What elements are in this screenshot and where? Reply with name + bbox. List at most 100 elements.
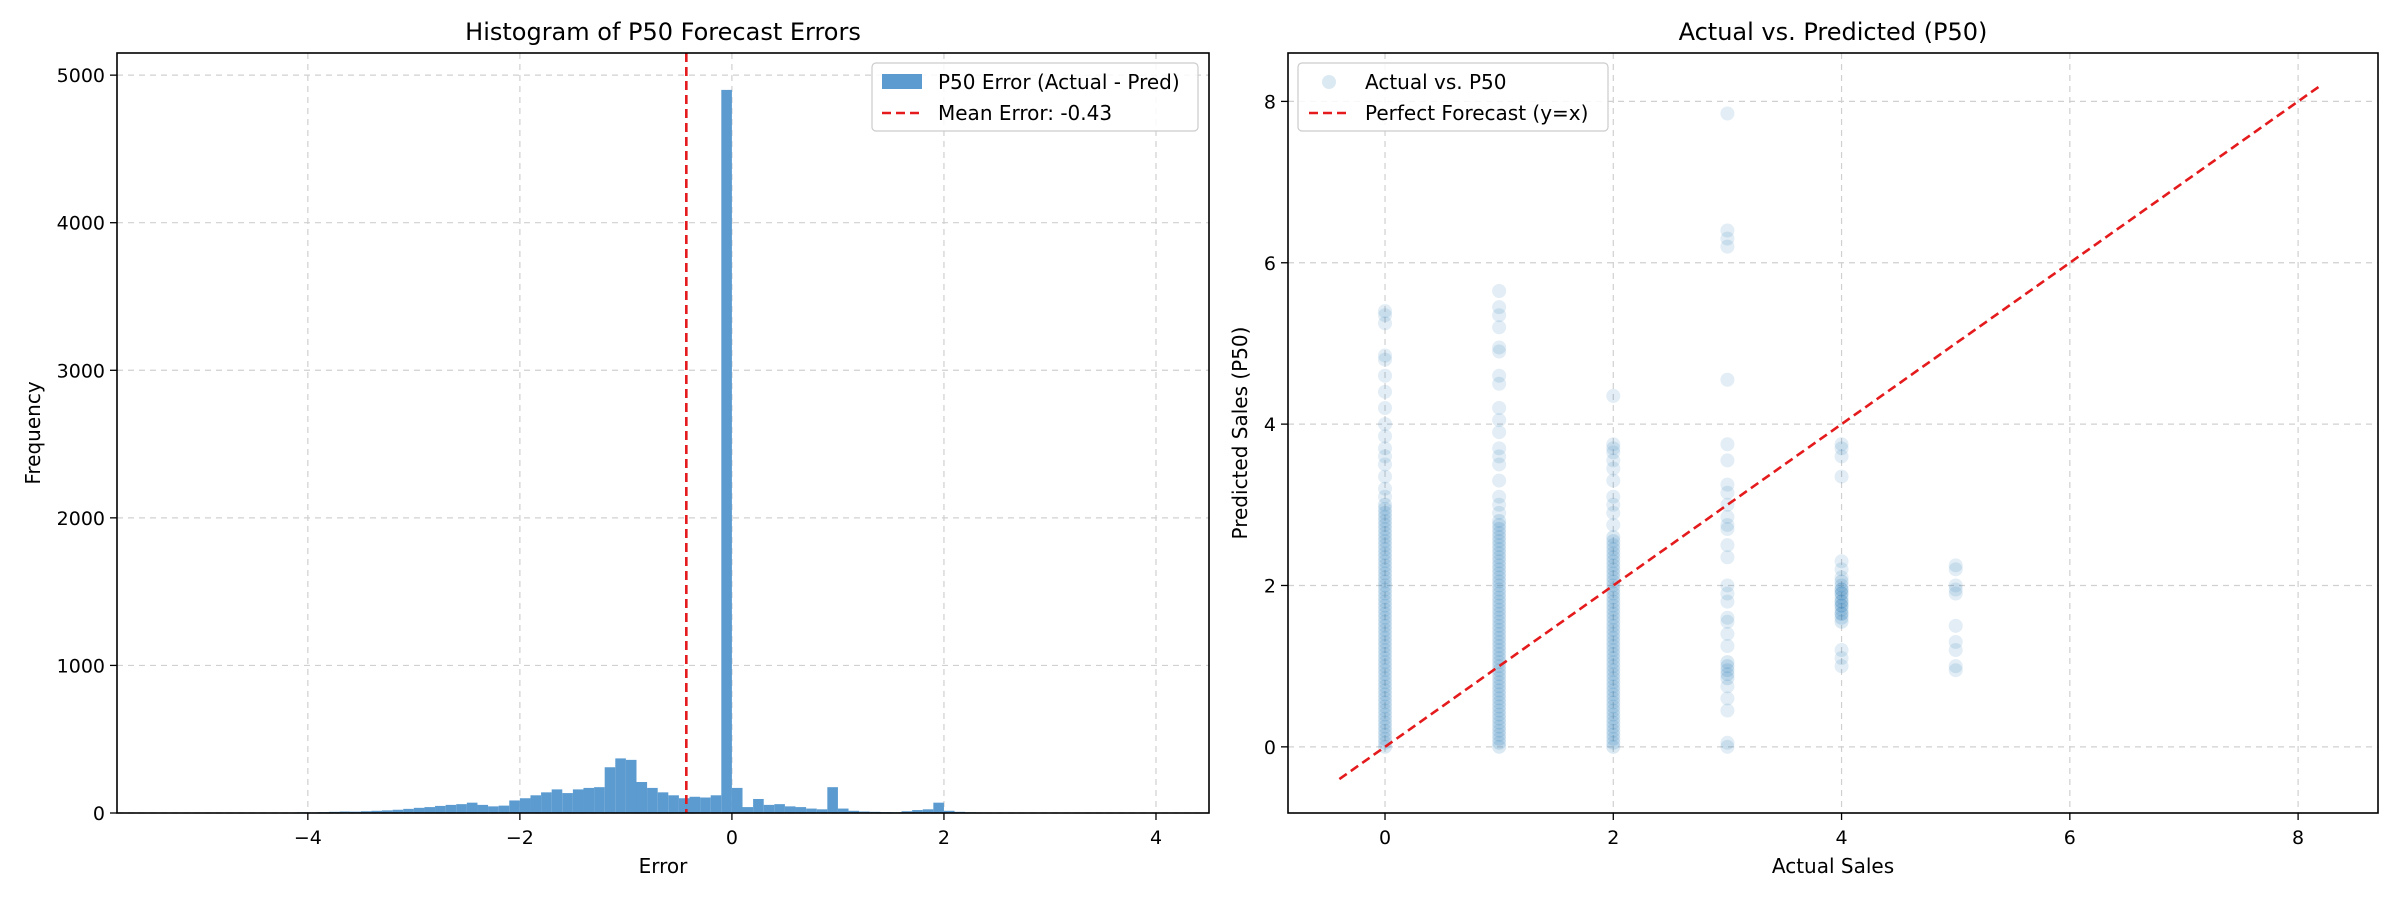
scatter-point [1720,691,1735,706]
scatter-point [1492,723,1507,738]
scatter-point [1378,554,1393,569]
scatter-point [1378,731,1393,746]
histogram-bar [435,805,446,813]
scatter-point [1606,723,1621,738]
scatter-point [1606,675,1621,690]
scatter-point [1834,562,1849,577]
histogram-bar [678,798,690,813]
scatter-point [1492,497,1507,512]
scatter-point [1606,687,1621,702]
scatter-point [1606,542,1621,557]
scatter-point [1492,300,1507,315]
scatter-y-tick-label: 2 [1264,575,1276,597]
scatter-point [1834,449,1849,464]
scatter-point [1492,703,1507,718]
scatter-point [1378,691,1393,706]
scatter-x-ticks: 0 2 4 6 8 [1379,813,2304,849]
histogram-bar [827,787,838,813]
scatter-point [1378,517,1393,532]
scatter-point [1378,400,1393,415]
histogram-title: Histogram of P50 Forecast Errors [465,18,861,46]
scatter-point [1948,634,1963,649]
scatter-point [1948,562,1963,577]
scatter-point [1378,417,1393,432]
scatter-point [1606,505,1621,520]
scatter-point [1492,655,1507,670]
scatter-point [1606,630,1621,645]
scatter-point [1492,522,1507,537]
scatter-point [1606,634,1621,649]
scatter-point [1492,566,1507,581]
legend-label-actual-vs-p50: Actual vs. P50 [1365,70,1507,94]
scatter-point [1720,578,1735,593]
scatter-point [1606,610,1621,625]
scatter-point [1378,481,1393,496]
scatter-point [1492,368,1507,383]
scatter-point [1378,534,1393,549]
scatter-point [1606,538,1621,553]
scatter-point [1378,695,1393,710]
scatter-point [1378,449,1393,464]
scatter-point [1834,441,1849,456]
scatter-point [1378,578,1393,593]
scatter-point [1606,727,1621,742]
scatter-point [1948,578,1963,593]
scatter-point [1948,663,1963,678]
scatter-point [1720,735,1735,750]
scatter-point [1834,582,1849,597]
histogram-y-axis-label: Frequency [21,381,45,484]
scatter-point [1492,610,1507,625]
histogram-bar [689,796,701,813]
scatter-point [1492,679,1507,694]
scatter-point [1948,659,1963,674]
scatter-point [1606,651,1621,666]
scatter-point [1492,622,1507,637]
scatter-point [1378,602,1393,617]
scatter-point [1492,727,1507,742]
scatter-point [1492,606,1507,621]
scatter-point [1606,679,1621,694]
scatter-point [1492,638,1507,653]
histogram-x-tick-label: 0 [726,827,738,849]
histogram-bar [837,808,849,813]
scatter-point [1378,610,1393,625]
scatter-x-tick-label: 6 [2064,827,2076,849]
scatter-point [1378,546,1393,561]
scatter-point [1606,739,1621,754]
scatter-point [1606,453,1621,468]
scatter-point [1606,546,1621,561]
scatter-point [1606,582,1621,597]
scatter-point [1606,618,1621,633]
scatter-point [1378,526,1393,541]
scatter-point [1720,703,1735,718]
histogram-bar [625,759,637,813]
histogram-bar [636,782,648,813]
scatter-point [1378,651,1393,666]
scatter-point [1834,594,1849,609]
scatter-point [1492,634,1507,649]
scatter-point [1378,509,1393,524]
histogram-bar [583,787,595,813]
scatter-point [1378,308,1393,323]
histogram-bar [753,798,764,813]
scatter-point [1492,626,1507,641]
scatter-point [1378,441,1393,456]
scatter-point [1606,473,1621,488]
scatter-point [1492,538,1507,553]
scatter-point [1378,384,1393,399]
scatter-point [1606,602,1621,617]
scatter-point [1378,429,1393,444]
scatter-point [1378,647,1393,662]
scatter-point [1606,606,1621,621]
scatter-point [1720,517,1735,532]
scatter-point [1378,586,1393,601]
scatter-point [1492,400,1507,415]
scatter-point [1492,651,1507,666]
scatter-point [1834,606,1849,621]
histogram-bar [901,811,913,813]
histogram-bar [848,810,860,813]
scatter-point [1948,643,1963,658]
scatter-point [1378,659,1393,674]
